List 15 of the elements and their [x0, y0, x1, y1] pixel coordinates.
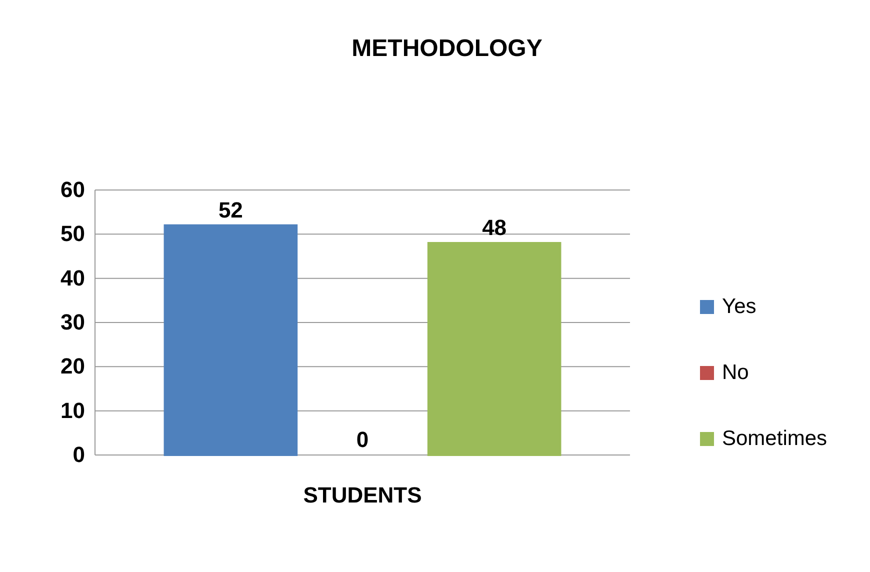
- y-tick-label: 60: [60, 177, 85, 202]
- data-label: 48: [482, 215, 507, 240]
- data-label: 0: [356, 427, 369, 452]
- y-tick-label: 50: [60, 221, 85, 246]
- legend-label: Yes: [722, 295, 756, 318]
- chart-title: METHODOLOGY: [352, 35, 542, 62]
- data-label: 52: [218, 197, 243, 222]
- x-tick-label: STUDENTS: [303, 482, 422, 508]
- y-tick-label: 40: [60, 265, 85, 290]
- y-tick-label: 20: [60, 354, 85, 379]
- y-tick-label: 10: [60, 398, 85, 423]
- legend-label: No: [722, 361, 749, 384]
- y-tick-label: 30: [60, 310, 85, 335]
- y-tick-label: 0: [72, 442, 85, 468]
- legend-label: Sometimes: [722, 427, 828, 450]
